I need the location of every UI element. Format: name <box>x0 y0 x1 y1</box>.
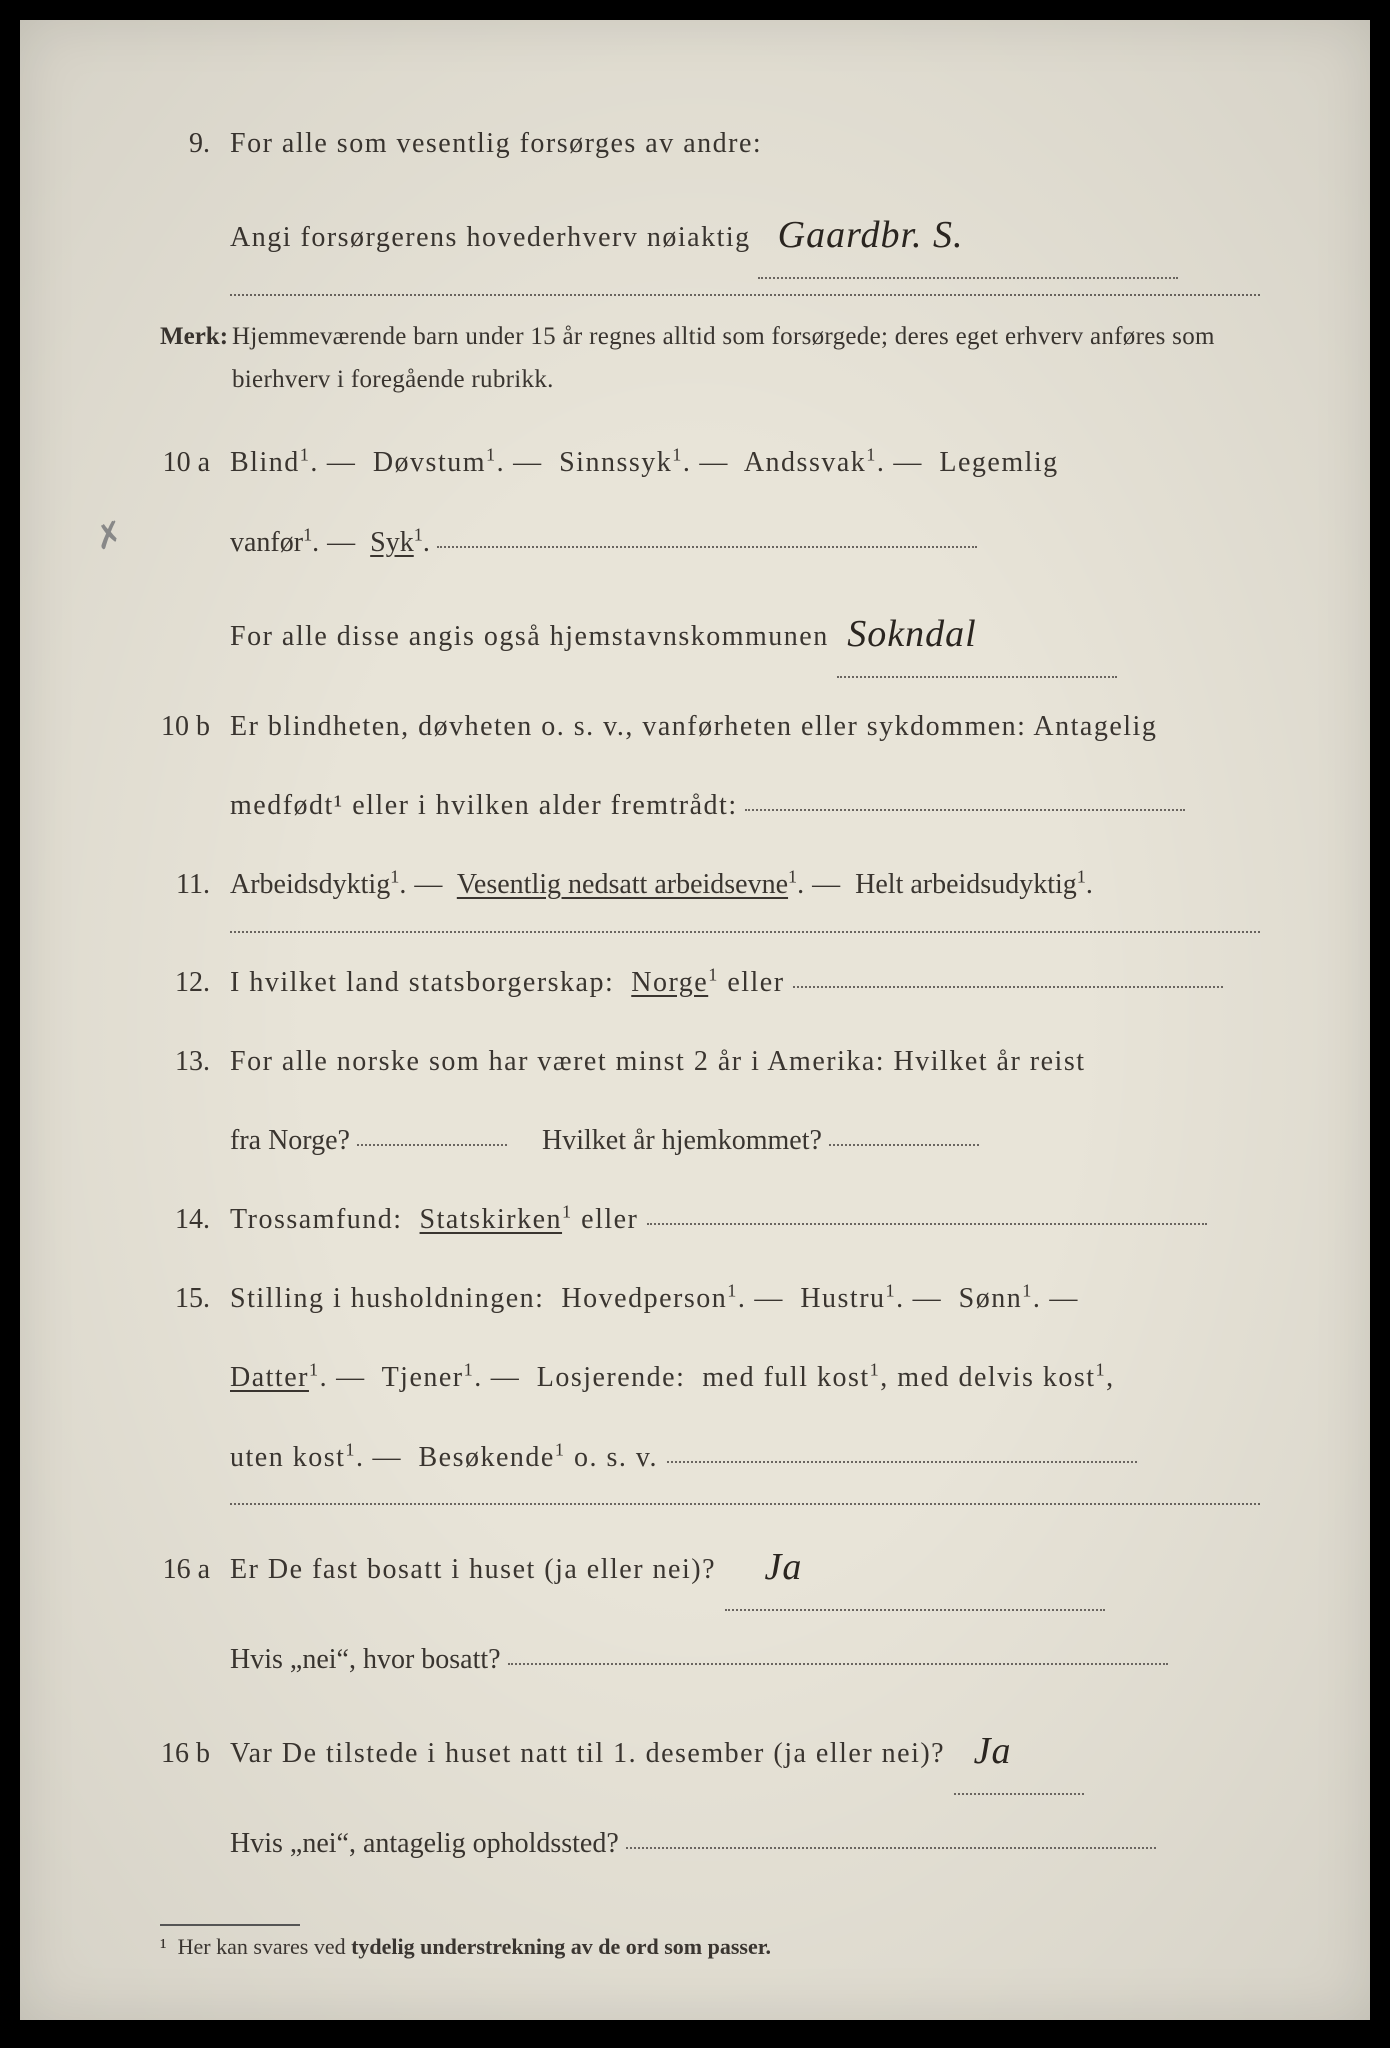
q13-fill1 <box>357 1144 507 1146</box>
q16a-fill1: Ja <box>725 1518 1105 1611</box>
q16b-number: 16 b <box>160 1720 230 1787</box>
merk-text: Hjemmeværende barn under 15 år regnes al… <box>232 316 1260 401</box>
q10a-opt2: Døvstum <box>373 447 486 478</box>
q16b-prefix: Var De tilstede i huset natt til 1. dese… <box>230 1738 945 1769</box>
q12-fill <box>793 986 1223 988</box>
q10a-opt1: Blind <box>230 447 300 478</box>
q12-suffix: eller <box>727 967 784 998</box>
question-15-line2: Datter1.— Tjener1.— Losjerende: med full… <box>160 1344 1260 1411</box>
q15-prefix: Stilling i husholdningen: <box>230 1283 544 1314</box>
q15-losjerende: Losjerende: <box>537 1362 686 1393</box>
q10a-opt4: Andssvak <box>744 447 866 478</box>
q15-opt3: Sønn <box>959 1283 1023 1314</box>
question-9-line2: Angi forsørgerens hovederhverv nøiaktig … <box>160 189 1260 282</box>
q11-opt1: Arbeidsdyktig <box>230 869 390 900</box>
question-12: 12. I hvilket land statsborgerskap: Norg… <box>160 949 1260 1016</box>
question-15-line3: uten kost1.— Besøkende1 o. s. v. <box>160 1424 1260 1491</box>
q16b-handwritten: Ja <box>974 1706 1012 1797</box>
q9-line2-prefix: Angi forsørgerens hovederhverv nøiaktig <box>230 222 751 253</box>
q15-opt5: Tjener <box>382 1362 464 1393</box>
q12-number: 12. <box>160 949 230 1016</box>
question-16b: 16 b Var De tilstede i huset natt til 1.… <box>160 1705 1260 1798</box>
question-10a-line2: vanfør1.— Syk1. <box>160 509 1260 576</box>
question-15: 15. Stilling i husholdningen: Hovedperso… <box>160 1265 1260 1332</box>
question-16a-line2: Hvis „nei“, hvor bosatt? <box>160 1626 1260 1693</box>
question-9: 9. For alle som vesentlig forsørges av a… <box>160 110 1260 177</box>
q16a-fill2 <box>508 1663 1168 1665</box>
q15-opt2: Hustru <box>800 1283 885 1314</box>
q10a-opt3: Sinnssyk <box>559 447 672 478</box>
q15-opt6: med full kost <box>702 1362 869 1393</box>
q10a-handwritten: Sokndal <box>847 589 976 680</box>
q16b-line2: Hvis „nei“, antagelig opholdssted? <box>230 1828 619 1859</box>
census-form-page: ✗ 9. For alle som vesentlig forsørges av… <box>20 20 1370 2020</box>
question-10a: 10 a Blind1.— Døvstum1.— Sinnssyk1.— And… <box>160 429 1260 496</box>
q9-handwritten: Gaardbr. S. <box>778 190 964 281</box>
q12-prefix: I hvilket land statsborgerskap: <box>230 967 614 998</box>
q13-from-norway: fra Norge? <box>230 1125 350 1156</box>
q11-opt2-selected: Vesentlig nedsatt arbeidsevne <box>457 869 788 900</box>
q16b-fill1: Ja <box>954 1702 1084 1795</box>
footnote-num: ¹ <box>160 1934 167 1959</box>
question-16a: 16 a Er De fast bosatt i huset (ja eller… <box>160 1521 1260 1614</box>
q15-opt7: med delvis kost <box>897 1362 1095 1393</box>
question-11: 11. Arbeidsdyktig1.— Vesentlig nedsatt a… <box>160 851 1260 918</box>
q9-fill-line: Gaardbr. S. <box>758 186 1178 279</box>
q10a-number: 10 a <box>160 429 230 496</box>
q10a-vanfor: vanfør <box>230 527 303 558</box>
margin-pencil-mark: ✗ <box>90 513 128 559</box>
divider-3 <box>230 1503 1260 1505</box>
q14-statskirken-selected: Statskirken <box>420 1204 563 1235</box>
q14-suffix: eller <box>581 1204 638 1235</box>
q14-number: 14. <box>160 1186 230 1253</box>
q16b-fill2 <box>626 1847 1156 1849</box>
q15-fill <box>667 1461 1137 1463</box>
q10b-number: 10 b <box>160 693 230 760</box>
q9-number: 9. <box>160 110 230 177</box>
q15-opt9: Besøkende <box>418 1442 554 1473</box>
q16a-handwritten: Ja <box>765 1522 803 1613</box>
q14-prefix: Trossamfund: <box>230 1204 403 1235</box>
q15-datter-selected: Datter <box>230 1362 309 1393</box>
q12-norge-selected: Norge <box>631 967 708 998</box>
q10a-fill1 <box>437 546 977 548</box>
q16a-number: 16 a <box>160 1536 230 1603</box>
q11-number: 11. <box>160 851 230 918</box>
q16a-line2: Hvis „nei“, hvor bosatt? <box>230 1644 501 1675</box>
q15-suffix: o. s. v. <box>574 1442 658 1473</box>
question-14: 14. Trossamfund: Statskirken1 eller <box>160 1186 1260 1253</box>
q10a-fill2: Sokndal <box>837 585 1117 678</box>
question-10b: 10 b Er blindheten, døvheten o. s. v., v… <box>160 693 1260 760</box>
q10a-opt5: Legemlig <box>939 447 1058 478</box>
q13-fill2 <box>829 1144 979 1146</box>
footnote-rule <box>160 1924 300 1926</box>
footnote: ¹ Her kan svares ved tydelig understrekn… <box>160 1924 771 1960</box>
q10a-line3-prefix: For alle disse angis også hjemstavnskomm… <box>230 621 829 652</box>
q15-opt1: Hovedperson <box>561 1283 727 1314</box>
question-13: 13. For alle norske som har været minst … <box>160 1028 1260 1095</box>
q16a-prefix: Er De fast bosatt i huset (ja eller nei)… <box>230 1554 716 1585</box>
footnote-text: Her kan svares ved tydelig understreknin… <box>178 1934 771 1959</box>
merk-label: Merk: <box>160 316 232 359</box>
q15-number: 15. <box>160 1265 230 1332</box>
q14-fill <box>647 1223 1207 1225</box>
question-13-line2: fra Norge? Hvilket år hjemkommet? <box>160 1107 1260 1174</box>
q10b-line1: Er blindheten, døvheten o. s. v., vanfør… <box>230 693 1260 760</box>
divider <box>230 294 1260 296</box>
question-16b-line2: Hvis „nei“, antagelig opholdssted? <box>160 1810 1260 1877</box>
q13-returned: Hvilket år hjemkommet? <box>542 1125 822 1156</box>
q10a-syk-selected: Syk <box>370 527 414 558</box>
question-10a-line3: For alle disse angis også hjemstavnskomm… <box>160 588 1260 681</box>
q9-line1: For alle som vesentlig forsørges av andr… <box>230 110 1260 177</box>
q10b-line2: medfødt¹ eller i hvilken alder fremtrådt… <box>230 790 738 821</box>
q13-number: 13. <box>160 1028 230 1095</box>
q13-line1: For alle norske som har været minst 2 år… <box>230 1028 1260 1095</box>
merk-note: Merk: Hjemmeværende barn under 15 år reg… <box>160 316 1260 401</box>
divider-2 <box>230 931 1260 933</box>
q11-opt3: Helt arbeidsudyktig <box>855 869 1077 900</box>
question-10b-line2: medfødt¹ eller i hvilken alder fremtrådt… <box>160 772 1260 839</box>
q10b-fill <box>745 809 1185 811</box>
q15-opt8: uten kost <box>230 1442 345 1473</box>
